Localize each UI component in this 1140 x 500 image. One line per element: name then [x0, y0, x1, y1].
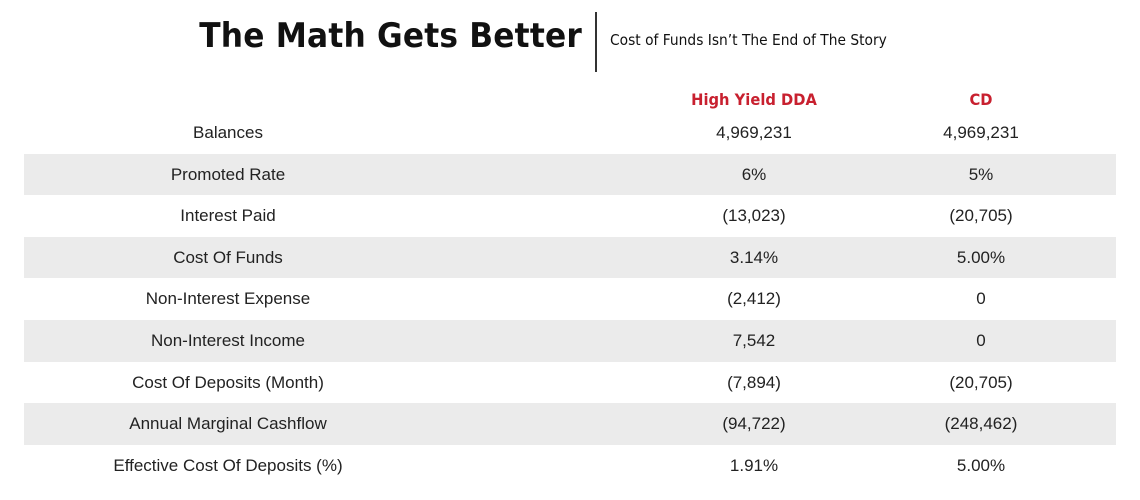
high-yield-dda-value: (94,722)	[722, 414, 786, 434]
column-header-high-yield-dda: High Yield DDA	[691, 90, 817, 109]
cd-value: 5.00%	[956, 455, 1006, 475]
high-yield-dda-value: 7,542	[732, 330, 776, 350]
row-label: Interest Paid	[180, 206, 276, 226]
high-yield-dda-value: 3.14%	[729, 247, 779, 267]
row-label: Promoted Rate	[170, 164, 286, 184]
cd-value: 4,969,231	[943, 123, 1019, 142]
high-yield-dda-value: (2,412)	[727, 289, 781, 309]
table-row: Balances 4,969,231 4,969,231	[24, 112, 1116, 154]
cd-value: 5%	[968, 164, 994, 184]
table-row: Cost Of Funds 3.14% 5.00%	[24, 236, 1116, 279]
high-yield-dda-value: 1.91%	[729, 455, 779, 475]
header: The Math Gets Better Cost of Funds Isn’t…	[0, 12, 1140, 72]
row-label: Cost Of Funds	[173, 247, 283, 267]
cd-value: 0	[976, 330, 986, 350]
cd-value: 5.00%	[956, 247, 1006, 267]
page-subtitle: Cost of Funds Isn’t The End of The Story	[610, 31, 887, 49]
table-row: Non-Interest Expense (2,412) 0	[24, 278, 1116, 320]
cd-value: (20,705)	[949, 372, 1013, 392]
row-label: Non-Interest Income	[150, 330, 305, 350]
column-header-cd: CD	[969, 90, 993, 109]
high-yield-dda-value: 4,969,231	[716, 123, 792, 142]
table-row: Non-Interest Income 7,542 0	[24, 319, 1116, 362]
cd-value: 0	[976, 289, 986, 309]
row-label: Balances	[193, 123, 263, 142]
title-divider	[595, 12, 597, 72]
row-label: Effective Cost Of Deposits (%)	[113, 455, 343, 475]
high-yield-dda-value: (7,894)	[727, 372, 781, 392]
page-title: The Math Gets Better	[199, 16, 582, 56]
table-row: Effective Cost Of Deposits (%) 1.91% 5.0…	[24, 445, 1116, 487]
high-yield-dda-value: (13,023)	[722, 206, 786, 226]
row-label: Cost Of Deposits (Month)	[132, 372, 324, 392]
table-row: Annual Marginal Cashflow (94,722) (248,4…	[24, 403, 1116, 445]
table-row: Interest Paid (13,023) (20,705)	[24, 195, 1116, 237]
high-yield-dda-value: 6%	[741, 164, 767, 184]
row-label: Annual Marginal Cashflow	[129, 414, 327, 434]
comparison-table: Balances 4,969,231 4,969,231 Promoted Ra…	[24, 112, 1116, 486]
row-label: Non-Interest Expense	[145, 289, 311, 309]
cd-value: (20,705)	[949, 206, 1013, 226]
cd-value: (248,462)	[944, 414, 1018, 434]
table-row: Promoted Rate 6% 5%	[24, 153, 1116, 196]
table-row: Cost Of Deposits (Month) (7,894) (20,705…	[24, 362, 1116, 404]
